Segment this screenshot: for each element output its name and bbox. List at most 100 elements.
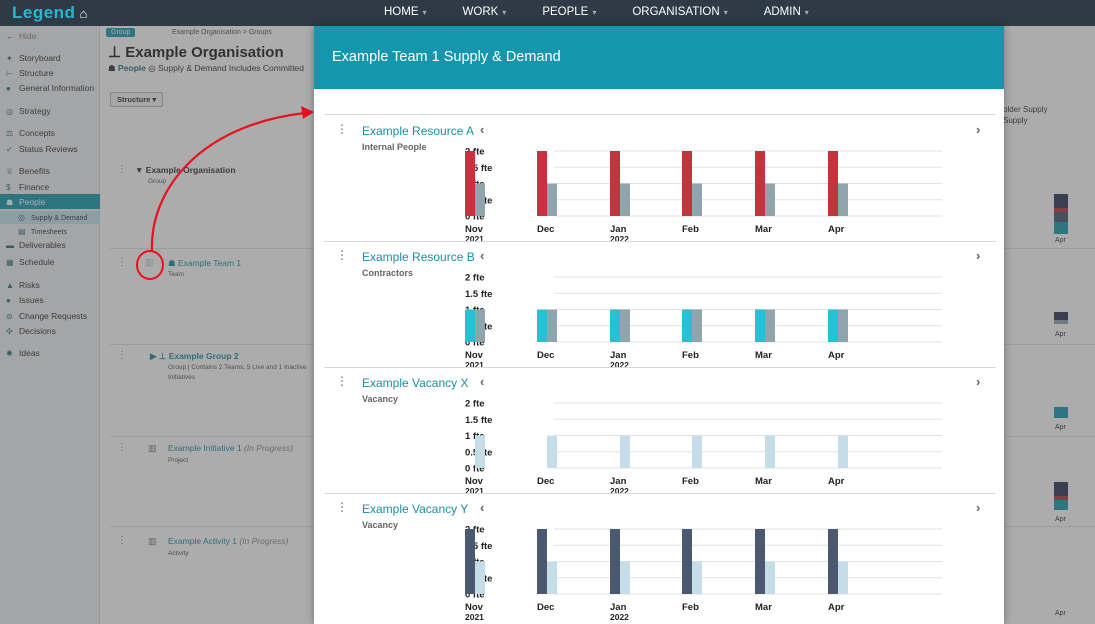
x-tick-year: 2022 (610, 234, 629, 242)
resource-name[interactable]: Example Vacancy Y (362, 502, 469, 516)
x-tick-label: Nov (465, 476, 484, 487)
axis-label: Apr (1055, 610, 1066, 617)
supply-bar (475, 561, 485, 594)
sidebar-item-schedule[interactable]: ▦ Schedule (6, 257, 55, 267)
resource-menu-icon[interactable]: ⋮ (336, 500, 348, 514)
sidebar-item-risks[interactable]: ▲ Risks (6, 280, 40, 290)
balance-icon: ⚖ (6, 129, 14, 138)
row-name[interactable]: ☗ Example Team 1 (168, 258, 242, 268)
y-tick-label: 0 fte (465, 212, 485, 223)
sidebar-item-people[interactable]: ☗ People (6, 197, 46, 207)
sidebar-item-deliverables[interactable]: ▬ Deliverables (6, 240, 66, 250)
row-type: Group | Contains 2 Teams, 5 Live and 1 I… (168, 364, 307, 371)
demand-bar (682, 151, 692, 216)
sidebar-item-timesheets[interactable]: ▤ Timesheets (18, 227, 67, 236)
row-name[interactable]: ▶ ⊥ Example Group 2 (150, 351, 239, 361)
x-tick-year: 2021 (465, 234, 484, 242)
supply-bar (547, 309, 557, 342)
resource-name[interactable]: Example Resource B (362, 250, 475, 264)
bar-chart-icon[interactable]: ▥ (148, 443, 157, 453)
legend-text: older Supply (1003, 105, 1048, 114)
sidebar-hide[interactable]: ← Hide (6, 31, 37, 41)
demand-bar (755, 529, 765, 594)
supply-bar (838, 309, 848, 342)
sidebar-item-change-requests[interactable]: ⊜ Change Requests (6, 311, 88, 321)
axis-label: Apr (1055, 424, 1066, 431)
supply-bar (765, 435, 775, 468)
resource-menu-icon[interactable]: ⋮ (336, 122, 348, 136)
resource-menu-icon[interactable]: ⋮ (336, 374, 348, 388)
sidebar-item-decisions[interactable]: ✣ Decisions (6, 326, 56, 336)
axis-label: Apr (1055, 516, 1066, 523)
row-menu-icon[interactable]: ⋮ (117, 442, 127, 453)
sidebar-item-ideas[interactable]: ✺ Ideas (6, 348, 40, 358)
nav-work[interactable]: WORK ▾ (462, 6, 507, 18)
x-tick-year: 2021 (465, 486, 484, 494)
nav-organisation[interactable]: ORGANISATION ▾ (632, 6, 728, 18)
sidebar-item-benefits[interactable]: ♕ Benefits (6, 166, 50, 176)
row-menu-icon[interactable]: ⋮ (117, 257, 127, 268)
y-tick-label: 0 fte (465, 464, 485, 475)
x-tick-label: Nov (465, 224, 484, 235)
sidebar-item-concepts[interactable]: ⚖ Concepts (6, 128, 55, 138)
page-subtitle: ☗ People ◎ Supply & Demand Includes Comm… (108, 63, 305, 73)
chevron-left-icon[interactable]: ‹ (480, 374, 485, 389)
x-tick-label: Dec (537, 224, 554, 235)
resource-menu-icon[interactable]: ⋮ (336, 248, 348, 262)
supply-bar (692, 435, 702, 468)
structure-dropdown-button[interactable]: Structure ▾ (110, 92, 164, 107)
bar-chart-icon[interactable]: ▥ (148, 536, 157, 546)
chevron-right-icon[interactable]: › (976, 500, 981, 515)
modal-header: Example Team 1 Supply & Demand (314, 26, 1004, 89)
people-icon: ☗ (108, 63, 118, 73)
x-tick-label: Apr (828, 602, 845, 613)
x-tick-label: Nov (465, 602, 484, 613)
supply-bar (765, 183, 775, 216)
sidebar-item-issues[interactable]: ● Issues (6, 295, 44, 305)
sidebar-item-storyboard[interactable]: ✦ Storyboard (6, 53, 61, 63)
resource-row: ⋮ Example Vacancy X Vacancy ‹ › 2 fte 1.5 fte 1… (314, 372, 1004, 498)
sidebar-item-strategy[interactable]: ◎ Strategy (6, 106, 51, 116)
sidebar-item-finance[interactable]: $ Finance (6, 182, 50, 192)
resource-name[interactable]: Example Resource A (362, 124, 475, 138)
nav-home[interactable]: HOME ▾ (384, 6, 427, 18)
chevron-right-icon[interactable]: › (976, 122, 981, 137)
demand-bar (465, 151, 475, 216)
home-icon[interactable]: ⌂ (79, 6, 88, 21)
trophy-icon: ♕ (6, 167, 14, 176)
sidebar-item-supply-demand[interactable]: ◎ Supply & Demand (18, 213, 88, 222)
sidebar-item-general-information[interactable]: ● General Information (6, 83, 95, 93)
demand-bar (610, 309, 620, 342)
row-menu-icon[interactable]: ⋮ (117, 350, 127, 361)
mini-bar (1054, 407, 1068, 418)
team-icon: ☗ (168, 258, 178, 268)
chevron-left-icon[interactable]: ‹ (480, 122, 485, 137)
supply-bar (475, 309, 485, 342)
top-navigation-bar: Legend ⌂ HOME ▾ WORK ▾ PEOPLE ▾ ORGANISATION… (0, 0, 1095, 26)
row-menu-icon[interactable]: ⋮ (117, 164, 127, 175)
nav-admin[interactable]: ADMIN ▾ (763, 6, 809, 18)
breadcrumb[interactable]: Example Organisation > Groups (172, 29, 272, 36)
nav-people[interactable]: PEOPLE ▾ (542, 6, 597, 18)
app-logo[interactable]: Legend ⌂ (12, 3, 88, 22)
chevron-left-icon[interactable]: ‹ (480, 500, 485, 515)
sidebar-active-highlight (0, 194, 100, 209)
sidebar-item-status-reviews[interactable]: ✓ Status Reviews (6, 144, 78, 154)
x-tick-label: Jan (610, 350, 627, 361)
x-tick-label: Apr (828, 224, 845, 235)
row-menu-icon[interactable]: ⋮ (117, 535, 127, 546)
org-tree-icon: ⊥ (158, 351, 169, 361)
calendar-icon: ▦ (6, 258, 14, 267)
chevron-right-icon[interactable]: › (976, 248, 981, 263)
sidebar: ← Hide ✦ Storyboard ⊢ Structure ● General In… (0, 26, 100, 624)
chevron-left-icon[interactable]: ‹ (480, 248, 485, 263)
row-name[interactable]: Example Activity 1 (In Progress) (168, 536, 289, 546)
chevron-right-icon[interactable]: › (976, 374, 981, 389)
row-name[interactable]: Example Initiative 1 (In Progress) (168, 443, 294, 453)
resource-name[interactable]: Example Vacancy X (362, 376, 469, 390)
supply-bar (692, 561, 702, 594)
sidebar-item-structure[interactable]: ⊢ Structure (6, 68, 54, 78)
demand-bar (537, 309, 547, 342)
